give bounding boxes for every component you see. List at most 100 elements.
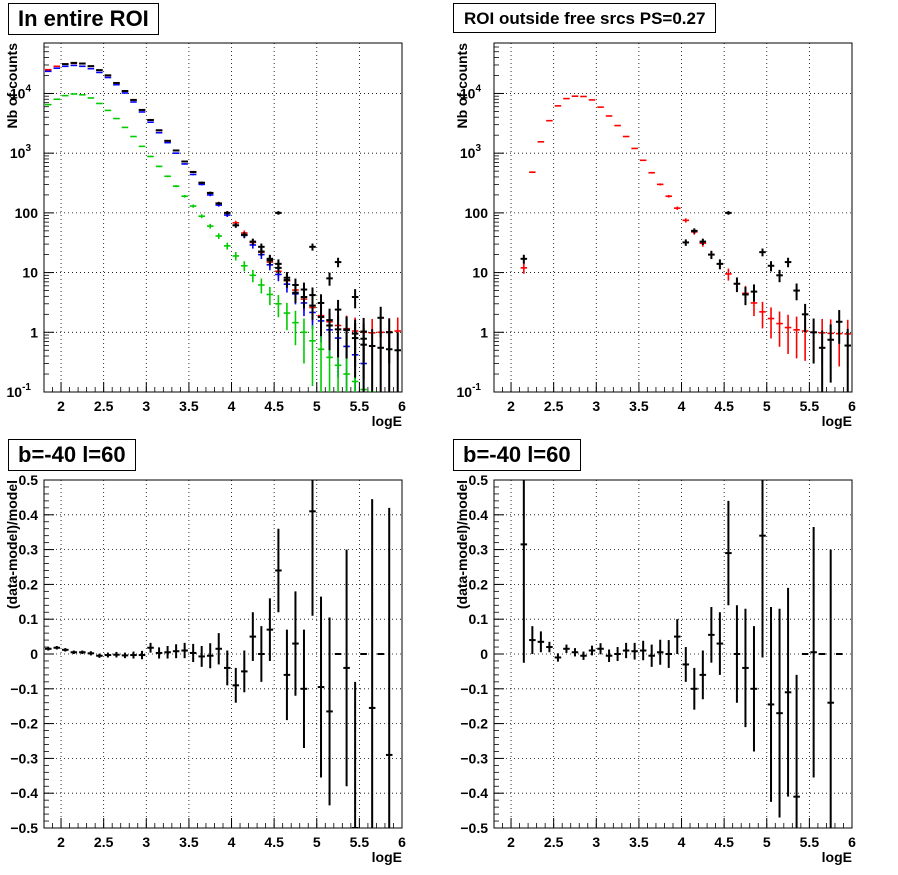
data-point: [300, 289, 308, 309]
data-point: [674, 619, 681, 654]
data-point: [189, 173, 197, 176]
y-tick-label: −0.4: [10, 785, 38, 801]
y-tick-label: −0.1: [460, 681, 488, 697]
data-point: [605, 649, 613, 663]
data-point: [45, 647, 52, 651]
data-point: [614, 647, 621, 661]
data-point: [232, 223, 240, 228]
series-0: [520, 480, 843, 828]
data-point: [309, 325, 316, 387]
data-point: [309, 296, 316, 320]
y-tick-label: 0.4: [19, 507, 39, 523]
y-tick-label: 0.3: [19, 542, 39, 558]
data-point: [691, 228, 698, 234]
data-point: [784, 587, 792, 797]
data-point: [147, 642, 154, 653]
data-point: [725, 268, 732, 281]
data-point: [818, 330, 826, 392]
data-point: [682, 239, 690, 246]
data-point: [275, 528, 282, 613]
x-tick-label: 2.5: [544, 834, 564, 850]
pad-3: 2 2.5 3 3.5 4 4.5 5 5.5 6 −0.5 −0.4 −0.3 −0.2 −0.1 0 0.…: [454, 472, 856, 865]
data-point: [241, 261, 248, 272]
data-point: [767, 307, 775, 339]
data-point: [275, 295, 282, 318]
data-point: [351, 681, 359, 828]
data-point: [181, 194, 188, 198]
x-axis-title: logE: [822, 849, 852, 865]
data-point: [224, 650, 231, 686]
y-tick-label: 0: [30, 646, 38, 662]
data-point: [844, 328, 851, 392]
pad-1: 2 2.5 3 3.5 4 4.5 5 5.5 610-1110100103104logENb …: [454, 42, 856, 429]
data-layer: [520, 95, 851, 392]
data-point: [189, 170, 197, 173]
data-point: [716, 259, 724, 270]
y-tick-label: 0.5: [469, 472, 489, 488]
x-tick-label: 3: [142, 834, 150, 850]
x-tick-label: 5.5: [350, 834, 370, 850]
y-tick-label: −0.5: [460, 820, 488, 836]
data-point: [164, 645, 171, 659]
data-point: [580, 651, 587, 660]
y-tick-label: 103: [10, 143, 32, 161]
data-point: [215, 233, 222, 239]
y-tick-label: 103: [460, 143, 482, 161]
data-point: [181, 160, 188, 163]
x-tick-label: 4: [678, 398, 686, 414]
series-4: [62, 61, 401, 392]
x-axis-title: logE: [372, 413, 402, 429]
pad-title-bottom-right: b=-40 l=60: [453, 439, 581, 471]
data-point: [87, 651, 95, 656]
data-point: [520, 263, 528, 274]
plot-frame: [43, 42, 403, 393]
x-tick-label: 4: [228, 398, 236, 414]
data-point: [716, 612, 724, 675]
y-tick-label: −0.2: [460, 716, 488, 732]
x-tick-label: 6: [398, 398, 406, 414]
y-tick-label: 10-1: [457, 382, 482, 400]
data-point: [776, 311, 783, 347]
data-point: [377, 330, 384, 392]
y-tick-label: 1: [480, 324, 488, 340]
data-point: [326, 272, 333, 286]
data-point: [96, 653, 103, 658]
x-tick-label: 4: [228, 834, 236, 850]
x-tick-label: 3: [142, 398, 150, 414]
data-point: [767, 261, 775, 272]
data-point: [725, 500, 732, 606]
x-tick-label: 2: [57, 398, 65, 414]
data-point: [827, 324, 834, 383]
data-point: [742, 286, 749, 306]
data-point: [360, 317, 367, 362]
x-tick-label: 5: [313, 398, 321, 414]
data-point: [155, 647, 163, 659]
x-tick-label: 4.5: [264, 398, 284, 414]
data-point: [206, 643, 214, 669]
data-point: [121, 652, 129, 659]
data-point: [639, 159, 647, 162]
data-point: [776, 608, 783, 818]
data-point: [258, 626, 265, 682]
data-point: [708, 607, 715, 663]
data-point: [172, 152, 180, 154]
data-point: [571, 648, 579, 657]
data-point: [622, 642, 630, 659]
data-point: [597, 643, 604, 655]
y-tick-label: −0.5: [10, 820, 38, 836]
data-point: [181, 163, 188, 165]
data-layer: [45, 480, 393, 828]
data-point: [155, 165, 163, 168]
pad-2: 2 2.5 3 3.5 4 4.5 5 5.5 6 −0.5 −0.4 −0.3 −0.2 −0.1 0 0.…: [4, 472, 406, 865]
x-tick-label: 5: [313, 834, 321, 850]
x-tick-label: 5.5: [800, 834, 820, 850]
data-point: [776, 269, 783, 283]
y-tick-label: 100: [15, 205, 39, 221]
series-1: [45, 64, 367, 392]
data-point: [317, 306, 325, 337]
pad-title-top-right: ROI outside free srcs PS=0.27: [453, 3, 717, 33]
data-point: [326, 617, 333, 806]
data-point: [377, 306, 384, 338]
data-point: [750, 626, 758, 752]
data-point: [275, 211, 282, 215]
